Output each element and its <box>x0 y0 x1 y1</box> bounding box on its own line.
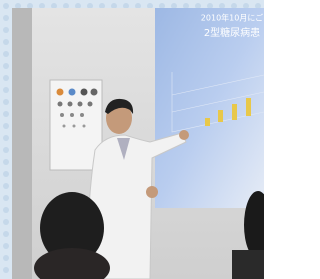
slide-title: 2010年10月にご <box>201 13 263 23</box>
photo: 2010年10月にご 2型糖尿病患 <box>0 0 264 279</box>
door-edge <box>12 8 32 279</box>
scene: 2010年10月にご 2型糖尿病患 <box>0 0 264 279</box>
slide-subtitle: 2型糖尿病患 <box>204 26 260 39</box>
